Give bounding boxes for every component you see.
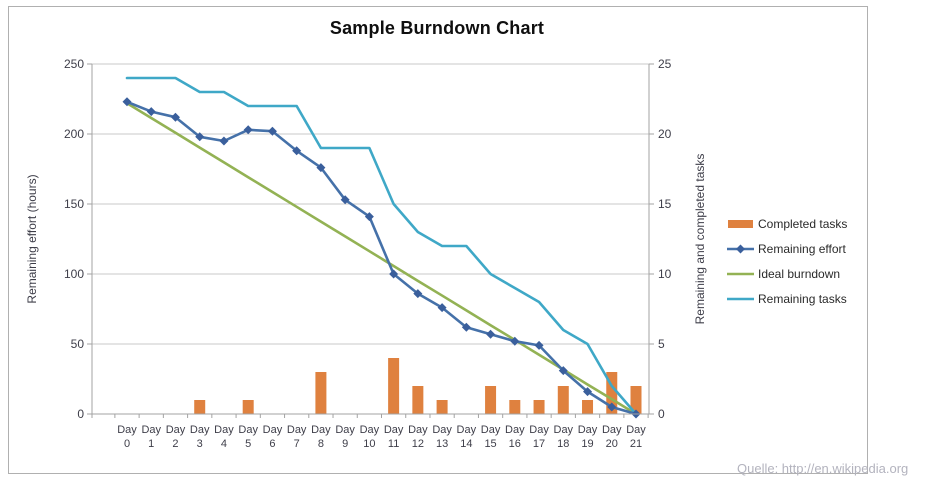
- right-axis-title: Remaining and completed tasks: [693, 153, 707, 325]
- legend-item-completed-tasks: Completed tasks: [727, 211, 847, 236]
- completed-tasks-bar: [509, 400, 521, 414]
- legend: Completed tasks Remaining effort Ideal bur…: [727, 211, 847, 311]
- completed-tasks-bar: [412, 386, 424, 414]
- remaining-effort-marker: [292, 146, 302, 156]
- remaining-effort-marker: [413, 289, 423, 299]
- legend-label: Remaining tasks: [758, 291, 847, 306]
- remaining-effort-marker: [486, 329, 496, 339]
- completed-tasks-bar: [485, 386, 497, 414]
- remaining-effort-marker: [607, 402, 617, 412]
- completed-tasks-bar: [194, 400, 206, 414]
- left-axis-tick-label: 250: [63, 57, 84, 71]
- remaining-effort-marker: [219, 136, 229, 146]
- x-axis-label: Day 2: [165, 424, 186, 450]
- x-axis-label: Day 7: [286, 424, 307, 450]
- remaining-effort-marker: [243, 125, 253, 135]
- x-axis-label: Day 1: [141, 424, 162, 450]
- remaining-effort-marker: [364, 212, 374, 222]
- x-axis-label: Day 10: [359, 424, 380, 450]
- x-axis-label: Day 0: [117, 424, 137, 450]
- left-axis-tick-label: 200: [63, 127, 84, 141]
- x-axis-label: Day 15: [480, 424, 501, 450]
- left-axis-tick-label: 0: [77, 407, 84, 421]
- completed-tasks-bar: [315, 372, 327, 414]
- right-axis-tick-label: 10: [658, 267, 672, 281]
- right-axis-tick-label: 15: [658, 197, 672, 211]
- legend-label: Remaining effort: [758, 241, 846, 256]
- legend-label: Ideal burndown: [758, 266, 841, 281]
- right-axis-tick-label: 5: [658, 337, 665, 351]
- x-axis-label: Day 12: [408, 424, 428, 450]
- x-axis-label: Day 11: [383, 424, 404, 450]
- remaining-effort-marker: [146, 107, 156, 117]
- x-axis-label: Day 21: [626, 424, 646, 450]
- remaining-effort-marker: [122, 97, 132, 107]
- completed-tasks-bars: [194, 358, 642, 414]
- completed-tasks-bar: [606, 372, 618, 414]
- x-axis-label: Day 17: [529, 424, 549, 450]
- completed-tasks-bar: [582, 400, 594, 414]
- remaining-effort-marker: [583, 387, 593, 397]
- completed-tasks-bar: [630, 386, 642, 414]
- x-axis-label: Day 6: [262, 424, 283, 450]
- source-attribution: Quelle: http://en.wikipedia.org: [737, 461, 909, 476]
- legend-label: Completed tasks: [758, 216, 848, 231]
- completed-tasks-bar: [436, 400, 448, 414]
- remaining-effort-marker: [510, 336, 520, 346]
- x-axis-label: Day 19: [577, 424, 598, 450]
- remaining-effort-line: [125, 100, 638, 416]
- remaining-effort-marker: [389, 269, 399, 279]
- left-axis-tick-label: 150: [63, 197, 84, 211]
- x-axis-label: Day 4: [214, 424, 234, 450]
- x-axis-label: Day 16: [505, 424, 525, 450]
- remaining-effort-marker: [534, 340, 544, 350]
- remaining-effort-marker: [558, 366, 568, 376]
- gridlines: [92, 63, 649, 345]
- x-axis-label: Day 3: [189, 424, 210, 450]
- remaining-effort-marker: [461, 322, 471, 332]
- remaining-effort-marker: [170, 112, 180, 122]
- completed-tasks-bar: [388, 358, 400, 414]
- left-axis-tick-label: 50: [70, 337, 84, 351]
- legend-item-remaining-effort: Remaining effort: [727, 236, 847, 261]
- axes: [87, 63, 654, 418]
- remaining-tasks-swatch: [727, 297, 754, 300]
- completed-tasks-swatch: [728, 219, 753, 228]
- remaining-effort-marker: [316, 163, 326, 173]
- remaining-effort-marker: [195, 132, 205, 142]
- right-axis-tick-label: 20: [658, 127, 672, 141]
- legend-item-remaining-tasks: Remaining tasks: [727, 286, 847, 311]
- remaining-effort-markers: [122, 97, 641, 419]
- x-axis-label: Day 9: [335, 424, 355, 450]
- x-axis-label: Day 13: [432, 424, 452, 450]
- ideal-burndown-line: [125, 101, 638, 416]
- completed-tasks-bar: [533, 400, 545, 414]
- x-axis-label: Day 18: [553, 424, 574, 450]
- legend-item-ideal-burndown: Ideal burndown: [727, 261, 847, 286]
- remaining-tasks-line: [125, 76, 638, 416]
- right-axis-tick-label: 25: [658, 57, 672, 71]
- right-axis-tick-label: 0: [658, 407, 665, 421]
- chart-frame: [8, 6, 868, 474]
- completed-tasks-bar: [242, 400, 254, 414]
- remaining-effort-swatch: [727, 244, 754, 253]
- chart-title: Sample Burndown Chart: [329, 18, 545, 38]
- x-axis-label: Day 8: [311, 424, 331, 450]
- completed-tasks-bar: [557, 386, 569, 414]
- remaining-effort-marker: [340, 195, 350, 205]
- left-axis-tick-label: 100: [63, 267, 84, 281]
- ideal-burndown-swatch: [727, 272, 754, 275]
- x-axis-label: Day 20: [601, 424, 622, 450]
- remaining-effort-marker: [437, 303, 447, 313]
- x-axis-label: Day 5: [238, 424, 258, 450]
- remaining-effort-marker: [267, 126, 277, 136]
- left-axis-title: Remaining effort (hours): [25, 174, 39, 304]
- x-axis-label: Day 14: [456, 424, 477, 450]
